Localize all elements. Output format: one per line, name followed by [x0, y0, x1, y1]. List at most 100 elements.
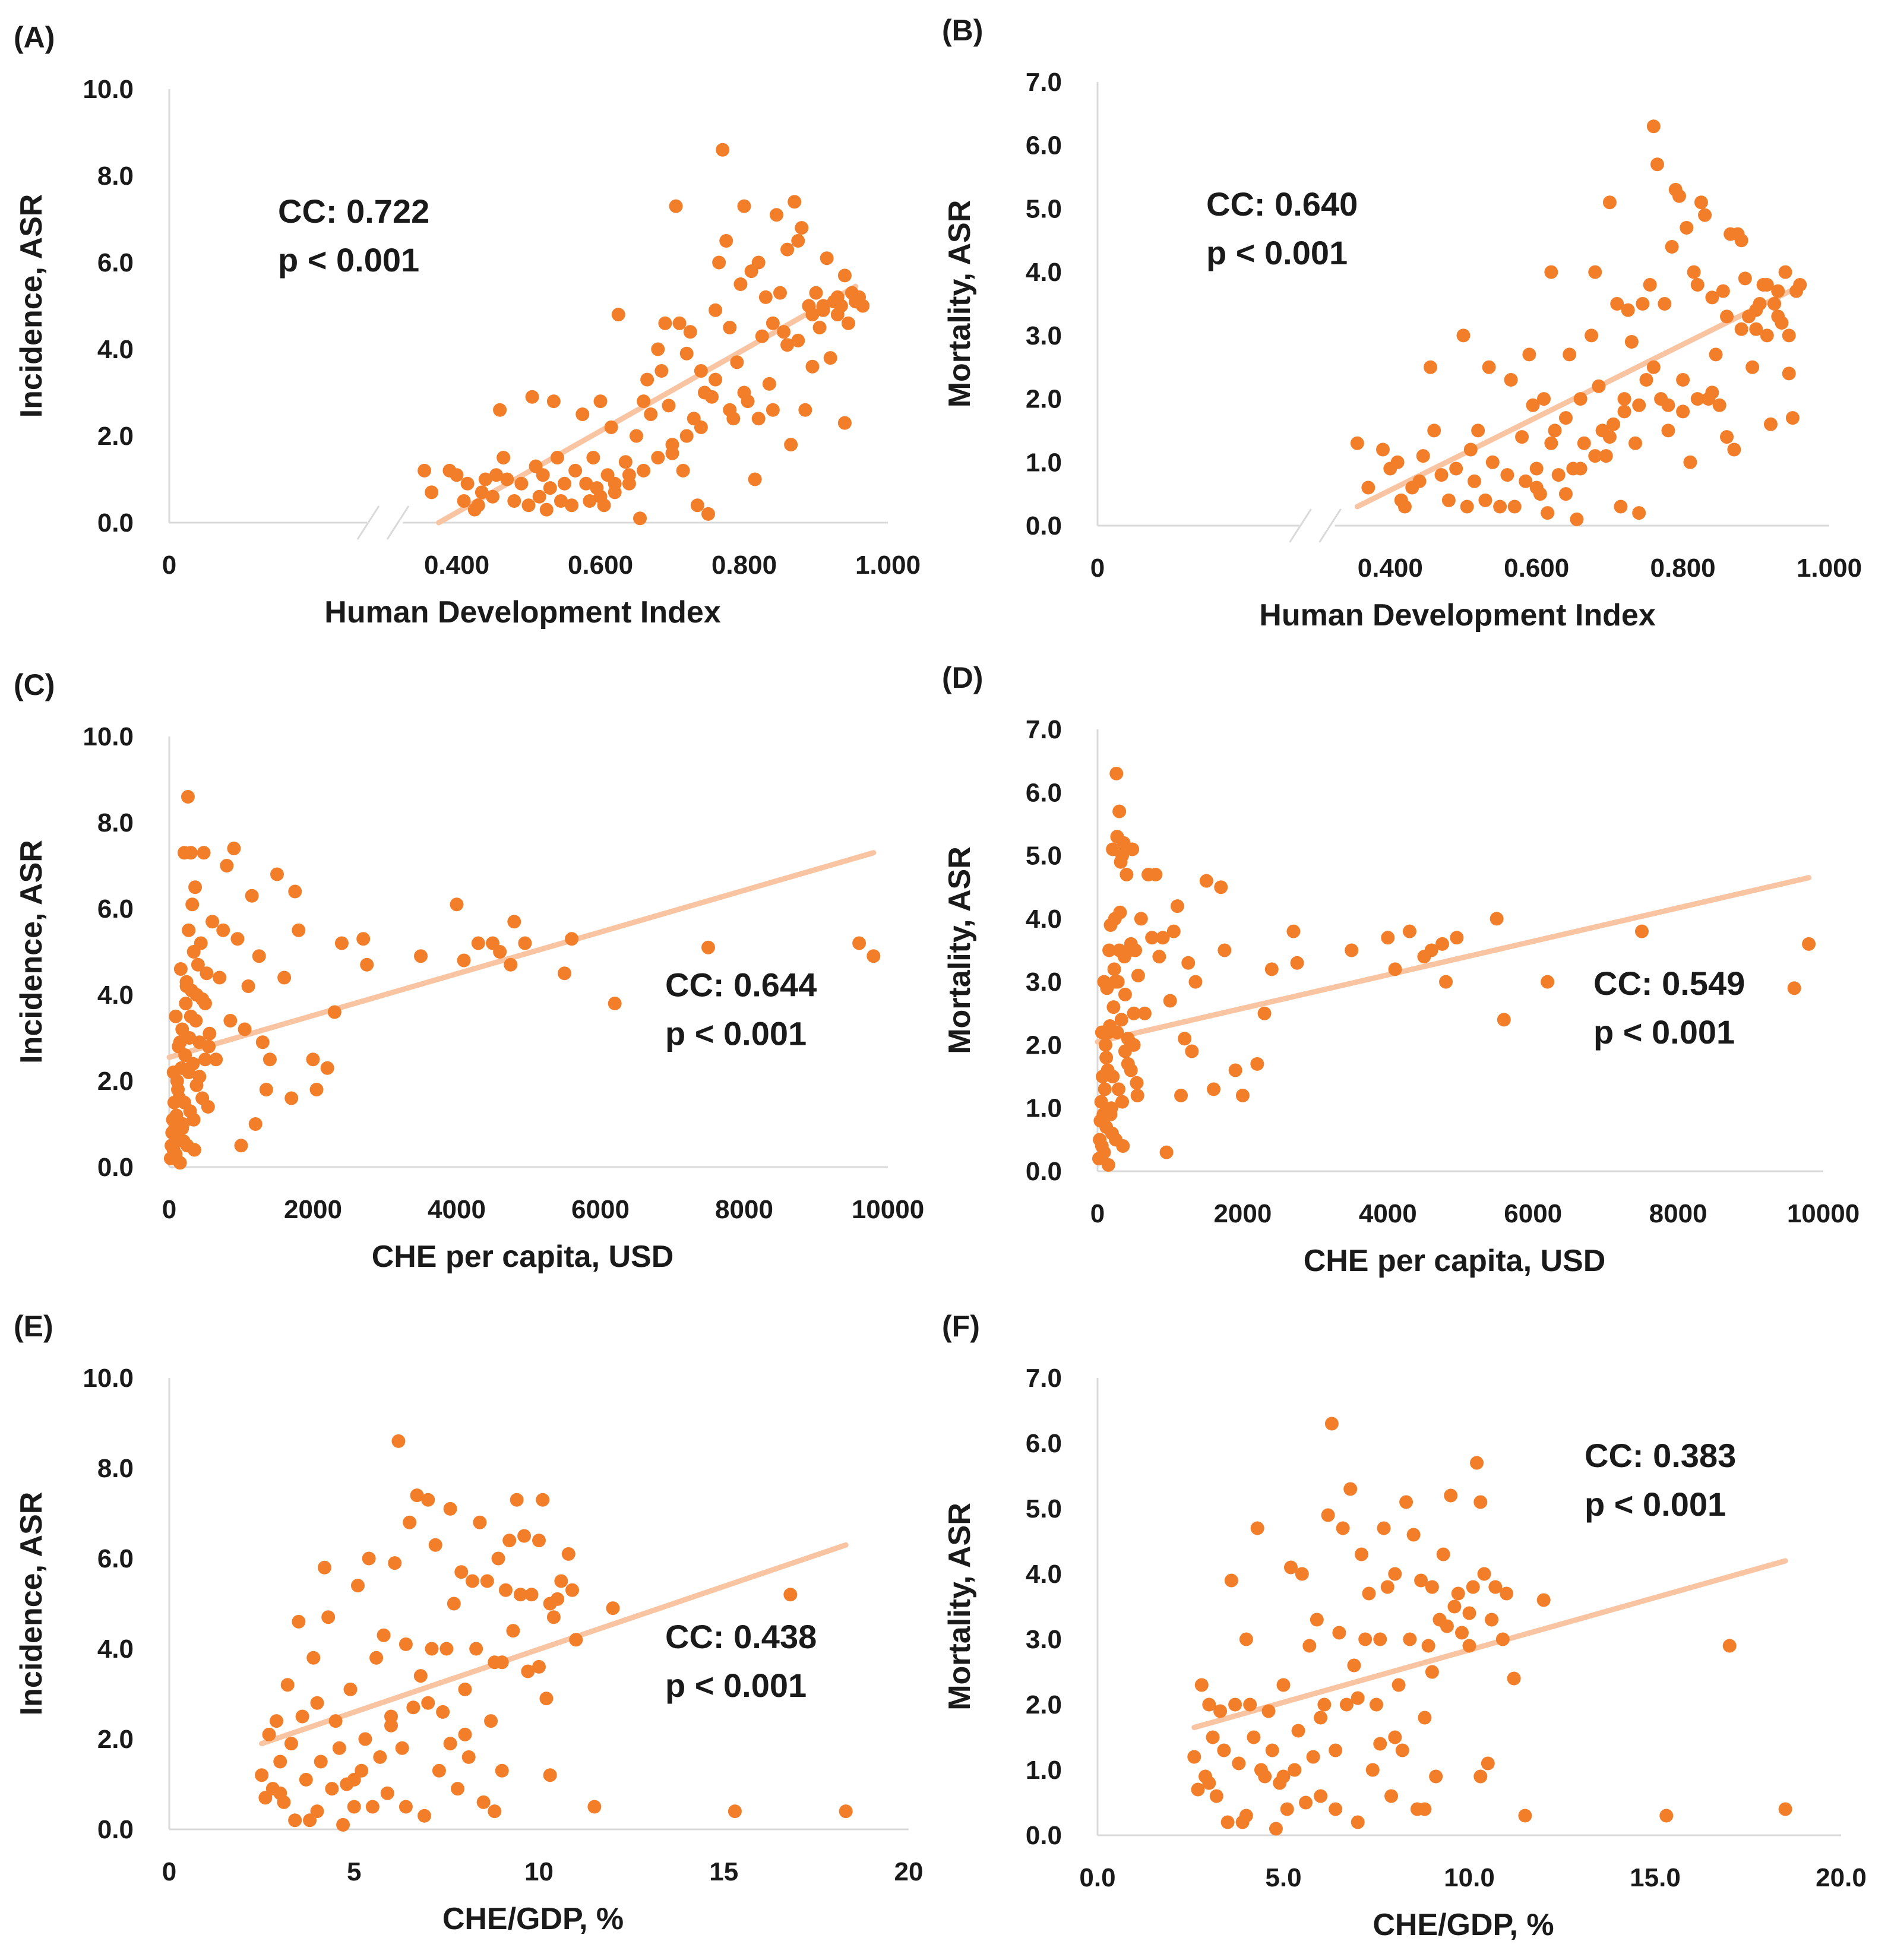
data-point: [475, 485, 489, 500]
correlation-coefficient: CC: 0.438: [665, 1618, 817, 1655]
data-point: [1636, 297, 1650, 311]
data-point: [1351, 1815, 1365, 1829]
data-point: [737, 199, 751, 213]
data-point: [1672, 189, 1686, 203]
data-point: [1661, 398, 1675, 412]
data-point: [1639, 373, 1653, 387]
x-axis-title: CHE per capita, USD: [1304, 1244, 1606, 1278]
data-point: [805, 359, 820, 374]
data-point: [355, 1763, 369, 1778]
data-point: [852, 936, 867, 950]
data-point: [554, 494, 568, 508]
data-point: [820, 251, 834, 265]
data-point: [1690, 392, 1705, 406]
data-point: [730, 355, 744, 369]
axis-break-mark: [356, 505, 380, 540]
data-point: [1243, 1697, 1257, 1712]
panel-d: (D) 0.0 1.0 2.0 3.0 4.0 5.0 6.0 7.0 0 2000 4000 6000…: [942, 661, 1860, 1278]
data-point: [185, 897, 200, 912]
x-tick-label: 1.000: [1797, 554, 1862, 583]
data-point: [384, 1718, 398, 1733]
data-point: [1767, 297, 1782, 311]
data-point: [273, 1786, 287, 1800]
data-point: [425, 485, 439, 500]
data-point: [532, 1659, 546, 1674]
data-point: [1188, 975, 1203, 989]
data-point: [1118, 987, 1132, 1001]
data-point: [292, 923, 306, 937]
data-point: [1500, 1586, 1514, 1601]
y-tick-label: 4.0: [1026, 258, 1062, 287]
data-point: [488, 1804, 502, 1819]
data-point: [478, 472, 492, 486]
y-tick-label: 1.0: [1026, 1094, 1062, 1123]
data-point: [1665, 239, 1679, 254]
data-point: [1130, 1076, 1144, 1090]
data-point: [213, 970, 227, 985]
data-point: [751, 255, 766, 270]
data-point: [1485, 1613, 1499, 1627]
data-point: [171, 1083, 185, 1096]
data-point: [1570, 512, 1584, 526]
data-point: [377, 1628, 391, 1642]
data-point: [1381, 931, 1395, 945]
data-point: [1370, 1697, 1383, 1712]
data-point: [255, 1768, 269, 1782]
data-point: [1214, 880, 1228, 894]
data-point: [823, 351, 837, 365]
data-point: [458, 1682, 472, 1696]
x-tick-label: 5.0: [1265, 1863, 1301, 1892]
data-point: [1536, 1593, 1551, 1607]
panel-e: (E) 0.0 2.0 4.0 6.0 8.0 10.0 0 5 10 15 20 CHE/GDP, %…: [14, 1310, 923, 1936]
data-point: [202, 1039, 216, 1054]
data-point: [521, 1664, 535, 1678]
data-point: [719, 234, 733, 248]
data-point: [1694, 195, 1708, 210]
y-tick-label: 10.0: [83, 1364, 134, 1393]
data-point: [1418, 1802, 1432, 1816]
data-point: [637, 463, 651, 478]
data-point: [1462, 1606, 1476, 1620]
y-tick-label: 4.0: [1026, 1560, 1062, 1589]
y-tick-label: 6.0: [97, 248, 134, 277]
data-point: [259, 1083, 273, 1096]
data-point: [593, 394, 608, 409]
data-point: [579, 476, 593, 491]
data-point: [1763, 417, 1778, 431]
data-point: [748, 472, 762, 486]
data-point: [795, 221, 809, 235]
p-value: p < 0.001: [1206, 234, 1348, 271]
panel-b: (B) 0.0 1.0 2.0 3.0 4.0 5.0 6.0 7.0 0 0.400 0.600 0.…: [942, 14, 1862, 633]
data-point: [716, 143, 730, 157]
x-tick-label: 0: [162, 1857, 176, 1886]
data-point: [1632, 506, 1646, 520]
data-point: [676, 463, 690, 478]
data-point: [1456, 328, 1471, 343]
data-point: [1128, 943, 1143, 957]
data-point: [406, 1700, 420, 1715]
data-point: [1440, 1619, 1454, 1633]
data-point: [299, 1772, 313, 1787]
data-point: [1650, 157, 1664, 172]
data-point: [191, 957, 205, 972]
data-point: [1617, 404, 1631, 419]
data-point: [1470, 1456, 1484, 1470]
data-point: [507, 494, 521, 508]
y-tick-label: 4.0: [97, 1635, 134, 1664]
data-point: [1490, 912, 1504, 926]
data-point: [1436, 1547, 1450, 1561]
data-point: [457, 494, 471, 508]
data-point: [1291, 1724, 1305, 1738]
data-point: [197, 846, 211, 860]
data-point: [837, 416, 852, 430]
data-points: [418, 143, 870, 526]
data-point: [198, 997, 212, 1010]
data-point: [1250, 1521, 1264, 1535]
data-point: [837, 268, 852, 283]
data-point: [679, 429, 694, 443]
data-point: [1529, 480, 1544, 495]
data-point: [1094, 1095, 1108, 1109]
data-point: [1467, 474, 1481, 488]
x-tick-label: 5: [347, 1857, 361, 1886]
data-point: [1488, 1580, 1503, 1594]
